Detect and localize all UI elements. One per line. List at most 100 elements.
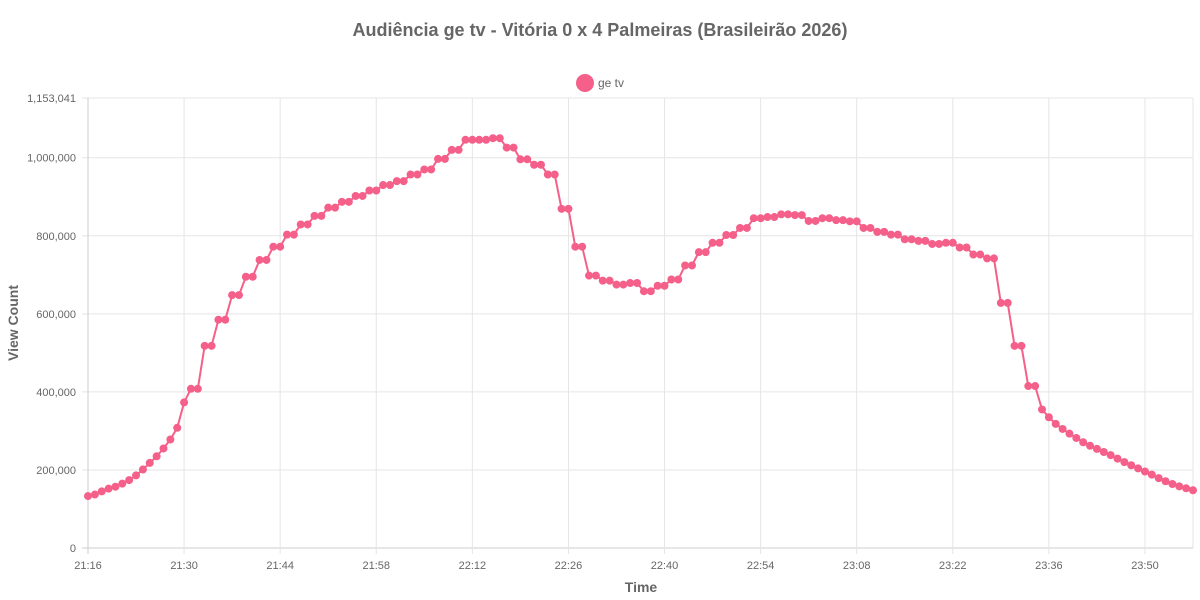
data-point[interactable] — [653, 281, 662, 290]
data-point[interactable] — [337, 197, 346, 206]
data-point[interactable] — [351, 191, 360, 200]
data-point[interactable] — [955, 243, 964, 252]
data-point[interactable] — [1038, 405, 1047, 414]
data-point[interactable] — [736, 223, 745, 232]
data-point[interactable] — [255, 255, 264, 264]
data-point[interactable] — [200, 341, 209, 350]
data-point[interactable] — [1086, 441, 1095, 450]
data-point[interactable] — [674, 275, 683, 284]
data-point[interactable] — [1106, 451, 1115, 460]
data-point[interactable] — [941, 238, 950, 247]
data-point[interactable] — [1072, 433, 1081, 442]
data-point[interactable] — [516, 155, 525, 164]
data-point[interactable] — [1120, 458, 1129, 467]
data-point[interactable] — [372, 186, 381, 195]
data-point[interactable] — [564, 204, 573, 213]
data-point[interactable] — [262, 255, 271, 264]
data-point[interactable] — [976, 250, 985, 259]
data-point[interactable] — [1140, 467, 1149, 476]
data-point[interactable] — [324, 203, 333, 212]
data-point[interactable] — [880, 227, 889, 236]
data-point[interactable] — [1161, 477, 1170, 486]
data-point[interactable] — [818, 214, 827, 223]
data-point[interactable] — [1065, 429, 1074, 438]
data-point[interactable] — [104, 484, 113, 493]
data-point[interactable] — [1099, 447, 1108, 456]
data-point[interactable] — [811, 216, 820, 225]
data-point[interactable] — [1044, 413, 1053, 422]
data-point[interactable] — [681, 261, 690, 270]
data-point[interactable] — [1127, 461, 1136, 470]
data-point[interactable] — [1051, 419, 1060, 428]
data-point[interactable] — [729, 231, 738, 239]
data-point[interactable] — [571, 242, 580, 251]
data-point[interactable] — [317, 211, 326, 220]
data-point[interactable] — [825, 214, 834, 223]
data-point[interactable] — [1147, 470, 1156, 479]
data-point[interactable] — [214, 315, 223, 324]
data-point[interactable] — [502, 143, 511, 152]
data-point[interactable] — [1182, 484, 1191, 493]
data-point[interactable] — [1010, 341, 1019, 350]
data-point[interactable] — [639, 287, 648, 296]
data-point[interactable] — [406, 170, 415, 179]
data-point[interactable] — [125, 476, 134, 485]
data-point[interactable] — [612, 280, 621, 289]
data-point[interactable] — [488, 134, 497, 143]
data-point[interactable] — [283, 230, 292, 239]
data-point[interactable] — [159, 444, 168, 453]
data-point[interactable] — [523, 155, 532, 164]
data-point[interactable] — [838, 216, 847, 225]
data-point[interactable] — [777, 210, 786, 219]
data-point[interactable] — [749, 214, 758, 223]
data-point[interactable] — [207, 341, 216, 350]
data-point[interactable] — [543, 170, 552, 179]
data-point[interactable] — [475, 135, 484, 144]
data-point[interactable] — [1189, 486, 1197, 495]
data-point[interactable] — [626, 279, 635, 288]
data-point[interactable] — [646, 287, 655, 296]
data-point[interactable] — [1024, 382, 1033, 391]
data-point[interactable] — [392, 177, 401, 186]
data-point[interactable] — [687, 261, 696, 270]
data-point[interactable] — [221, 315, 230, 324]
data-point[interactable] — [289, 230, 298, 239]
data-point[interactable] — [276, 242, 285, 251]
data-point[interactable] — [1134, 464, 1143, 473]
data-point[interactable] — [742, 223, 751, 232]
data-point[interactable] — [948, 238, 957, 247]
data-point[interactable] — [152, 452, 161, 461]
data-point[interactable] — [241, 272, 250, 281]
data-point[interactable] — [763, 213, 772, 222]
data-point[interactable] — [399, 177, 408, 186]
data-point[interactable] — [138, 465, 147, 474]
data-point[interactable] — [365, 186, 374, 195]
data-point[interactable] — [701, 248, 710, 257]
data-point[interactable] — [173, 423, 182, 432]
data-point[interactable] — [434, 154, 443, 163]
data-point[interactable] — [248, 272, 257, 281]
data-point[interactable] — [379, 181, 388, 190]
data-point[interactable] — [234, 291, 243, 300]
data-point[interactable] — [385, 181, 394, 190]
data-point[interactable] — [550, 170, 559, 179]
data-point[interactable] — [84, 492, 92, 501]
data-point[interactable] — [708, 238, 717, 247]
data-point[interactable] — [598, 276, 607, 285]
data-point[interactable] — [454, 145, 463, 154]
data-point[interactable] — [591, 271, 600, 280]
data-point[interactable] — [468, 135, 477, 144]
legend[interactable]: ge tv — [0, 74, 1200, 92]
data-point[interactable] — [420, 165, 429, 174]
data-point[interactable] — [166, 435, 175, 444]
data-point[interactable] — [1092, 444, 1101, 453]
data-point[interactable] — [770, 213, 779, 222]
data-point[interactable] — [495, 134, 504, 143]
data-point[interactable] — [969, 250, 978, 259]
data-point[interactable] — [900, 235, 909, 244]
data-point[interactable] — [887, 230, 896, 239]
data-point[interactable] — [633, 279, 642, 288]
data-point[interactable] — [660, 281, 669, 290]
data-point[interactable] — [1058, 424, 1067, 433]
data-point[interactable] — [845, 217, 854, 226]
